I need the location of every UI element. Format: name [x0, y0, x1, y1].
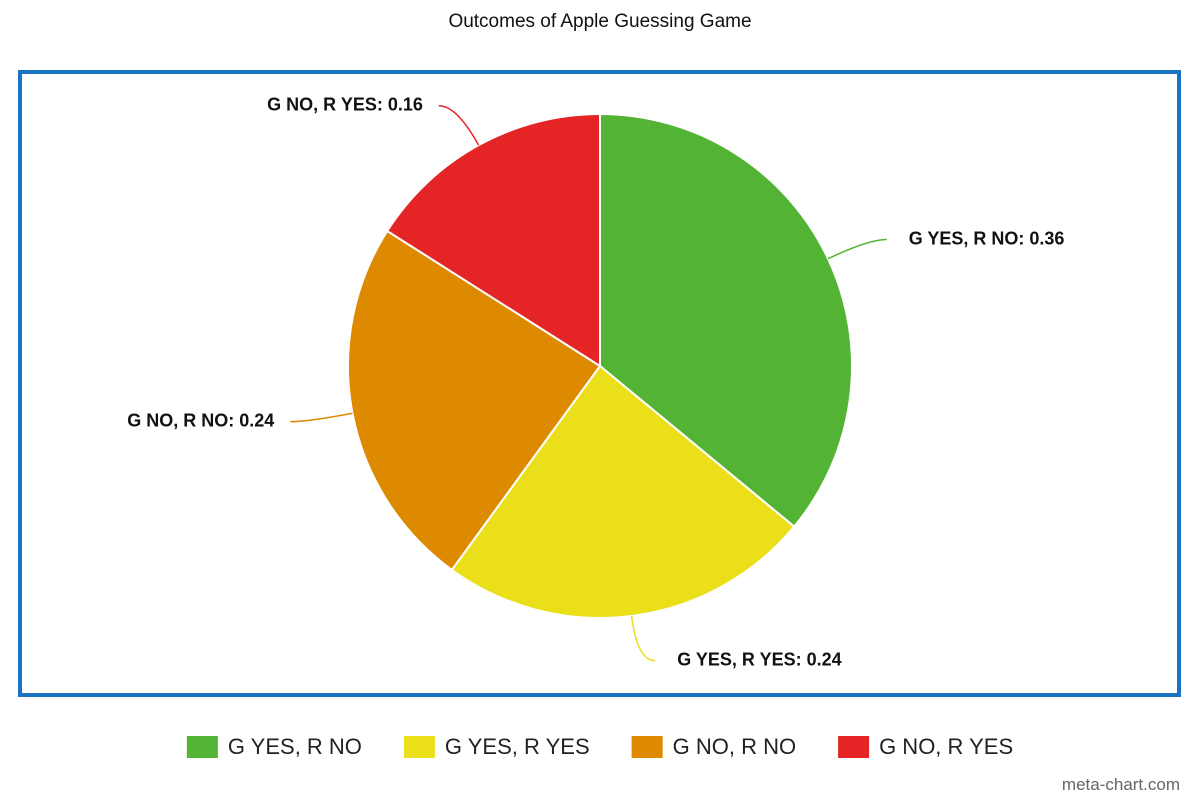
plot-frame [18, 70, 1181, 697]
legend-swatch [186, 736, 218, 758]
value-label: G NO, R YES: 0.16 [267, 94, 423, 114]
legend-label: G NO, R YES [879, 734, 1013, 759]
pie-slice [347, 229, 602, 572]
legend-label: G NO, R NO [673, 734, 796, 759]
leader-line [290, 412, 353, 423]
legend-label: G YES, R NO [228, 734, 362, 759]
leader-line [827, 238, 887, 260]
chart-title: Outcomes of Apple Guessing Game [448, 11, 751, 32]
leader-line [438, 104, 480, 146]
legend-label: G YES, R YES [445, 734, 590, 759]
pie-slice [599, 112, 853, 529]
value-label: G YES, R YES: 0.24 [677, 649, 841, 669]
legend-swatch [631, 736, 663, 758]
legend-swatch [403, 736, 435, 758]
watermark: meta-chart.com [1062, 775, 1180, 794]
legend-swatch [838, 736, 870, 758]
leader-line [630, 615, 656, 662]
value-label: G NO, R NO: 0.24 [127, 410, 274, 430]
value-label: G YES, R NO: 0.36 [909, 228, 1065, 248]
pie-slice [450, 364, 796, 619]
